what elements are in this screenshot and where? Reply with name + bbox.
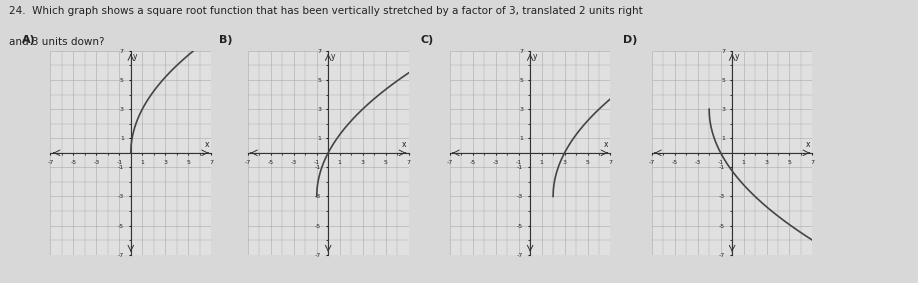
Text: C): C) xyxy=(420,35,434,45)
Text: y: y xyxy=(532,52,537,61)
Text: and 3 units down?: and 3 units down? xyxy=(9,37,105,47)
Text: B): B) xyxy=(219,35,232,45)
Text: x: x xyxy=(604,140,608,149)
Text: D): D) xyxy=(622,35,637,45)
Text: A): A) xyxy=(22,35,35,45)
Text: y: y xyxy=(133,52,138,61)
Text: x: x xyxy=(402,140,406,149)
Text: x: x xyxy=(806,140,811,149)
Text: y: y xyxy=(734,52,739,61)
Text: 24.  Which graph shows a square root function that has been vertically stretched: 24. Which graph shows a square root func… xyxy=(9,6,643,16)
Text: x: x xyxy=(205,140,208,149)
Text: y: y xyxy=(330,52,335,61)
